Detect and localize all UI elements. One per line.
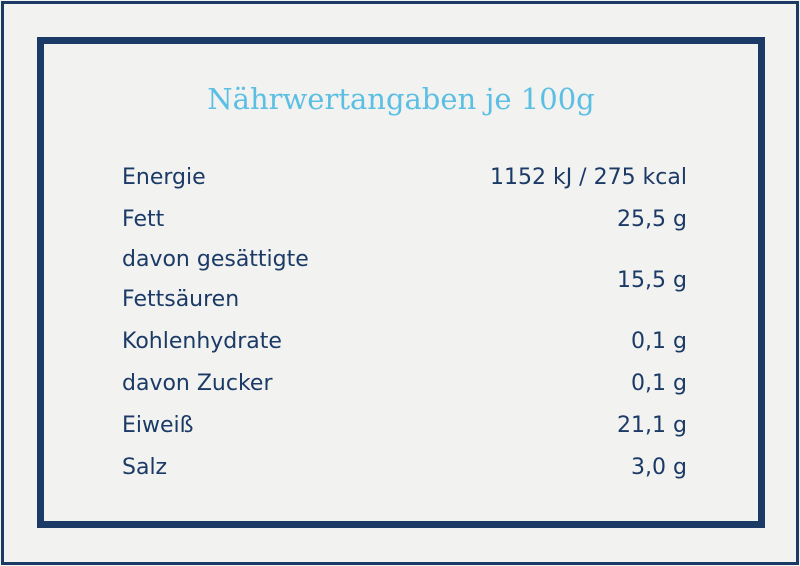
nutrient: Kohlenhydrate	[122, 328, 282, 354]
nutrient: Energie	[122, 164, 206, 190]
value: 1152 kJ / 275 kcal	[489, 164, 687, 190]
value: 21,1 g	[617, 412, 687, 438]
row: Eiweiß 21,1 g	[122, 404, 687, 446]
nutrient: Fett	[122, 206, 165, 232]
value: 15,5 g	[617, 267, 687, 293]
value: 0,1 g	[631, 328, 687, 354]
row: Fett 25,5 g	[122, 198, 687, 240]
value: 0,1 g	[631, 370, 687, 396]
row: Kohlenhydrate 0,1 g	[122, 320, 687, 362]
inner-frame: Nährwertangaben je 100g Energie 1152 kJ /…	[37, 37, 765, 528]
row: davon gesättigte Fettsäuren 15,5 g	[122, 240, 687, 320]
nutrient: Salz	[122, 454, 168, 480]
title: Nährwertangaben je 100g	[207, 82, 595, 116]
nutrient: Eiweiß	[122, 412, 194, 438]
row: Salz 3,0 g	[122, 446, 687, 488]
value: 3,0 g	[631, 454, 687, 480]
nutrient: davon Zucker	[122, 370, 273, 396]
nutrition-table: Energie 1152 kJ / 275 kcal Fett 25,5 g davon…	[122, 156, 687, 488]
row: Energie 1152 kJ / 275 kcal	[122, 156, 687, 198]
nutrient: davon gesättigte Fettsäuren	[122, 247, 309, 312]
row: davon Zucker 0,1 g	[122, 362, 687, 404]
value: 25,5 g	[617, 206, 687, 232]
